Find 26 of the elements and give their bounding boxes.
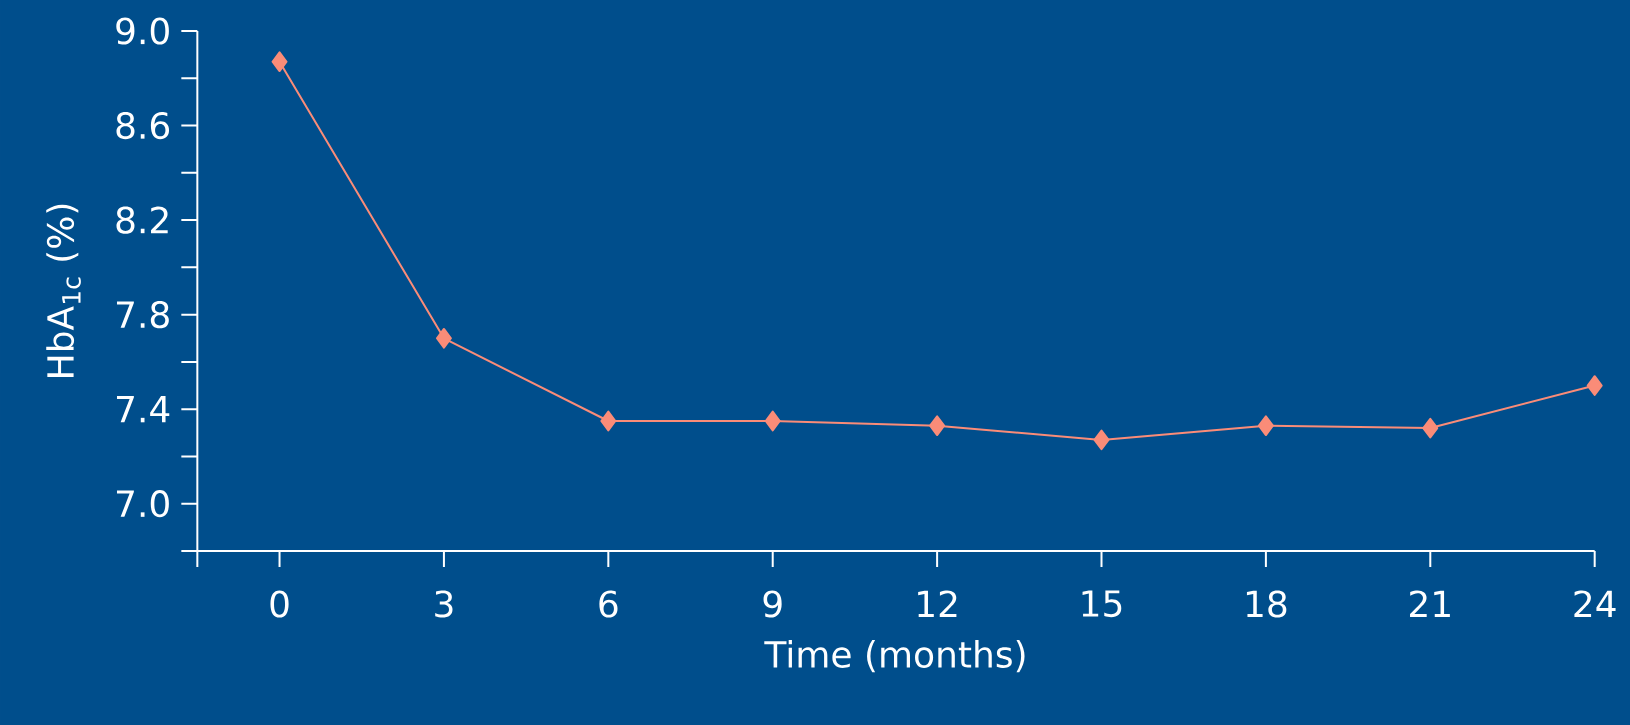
point <box>435 327 452 349</box>
y-tick-label: 7.8 <box>116 301 169 329</box>
x-tick-label: 24 <box>1574 590 1616 618</box>
point <box>1093 429 1110 451</box>
y-tick-label: 9.0 <box>116 17 169 45</box>
x-tick-label: 0 <box>270 590 289 618</box>
y-tick-label: 8.6 <box>116 111 170 140</box>
x-tick-label: 12 <box>918 590 957 618</box>
point <box>764 410 781 432</box>
y-axis-title: HbA$_{1c}$ (%) <box>46 204 81 377</box>
point <box>1586 375 1603 396</box>
y-tick-label: 8.2 <box>116 206 168 234</box>
x-tick-label: 9 <box>763 590 782 618</box>
y-tick-label: 7.4 <box>116 396 170 423</box>
x-tick-label: 15 <box>1082 590 1122 618</box>
point <box>271 51 288 73</box>
y-tick-label: 7.0 <box>116 490 169 518</box>
x-tick-label: 6 <box>599 590 618 618</box>
x-axis-title: Time (months) <box>764 640 1025 673</box>
x-tick-label: 21 <box>1410 590 1450 618</box>
x-tick-label: 18 <box>1246 590 1287 618</box>
point <box>929 415 946 437</box>
point <box>1257 415 1274 437</box>
x-tick-label: 3 <box>435 590 453 618</box>
point <box>1422 417 1439 439</box>
point <box>600 410 617 432</box>
